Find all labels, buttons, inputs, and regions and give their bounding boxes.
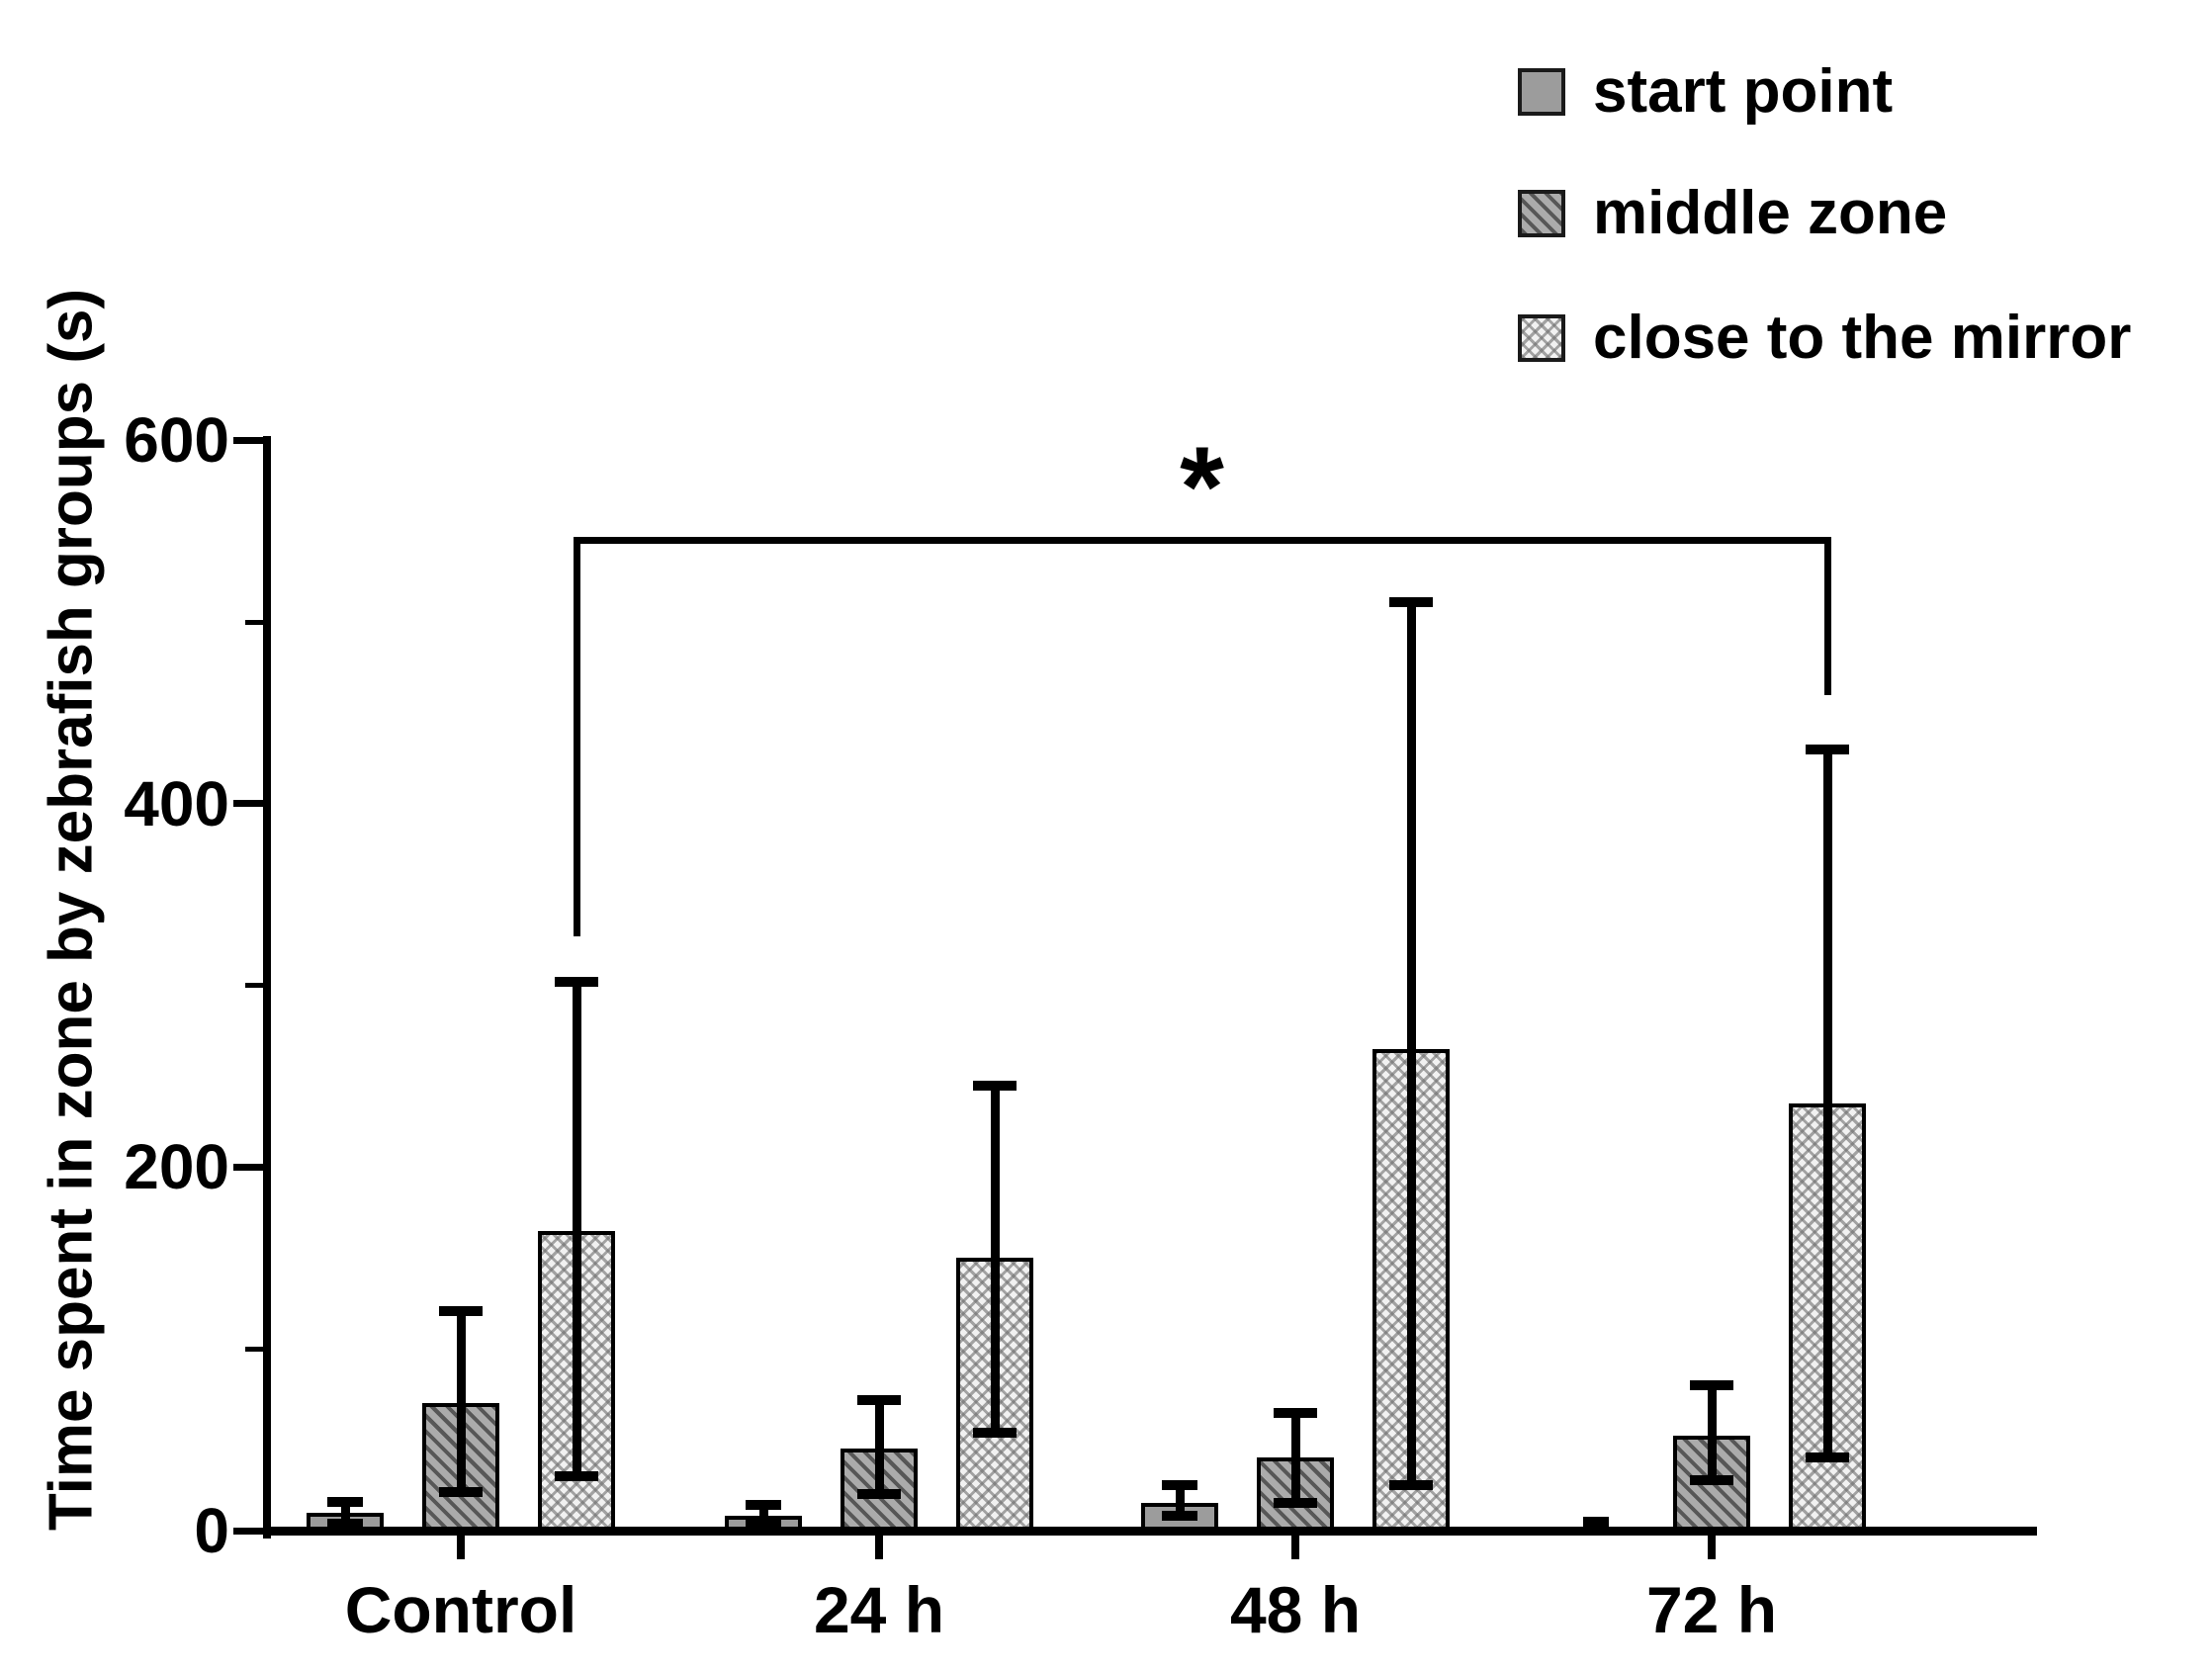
significance-bracket-left-drop <box>573 536 580 936</box>
y-major-tick <box>233 800 263 808</box>
legend-label: start point <box>1593 57 1894 126</box>
error-bar-cap-bottom <box>1389 1480 1433 1491</box>
error-bar <box>1406 601 1416 1486</box>
legend-label: middle zone <box>1593 179 1948 247</box>
y-minor-tick <box>245 983 263 989</box>
legend-item: start point <box>1518 57 1894 126</box>
error-bar <box>874 1399 884 1495</box>
error-bar-cap-top <box>973 1080 1017 1091</box>
y-tick-label: 400 <box>124 767 229 839</box>
legend-item: close to the mirror <box>1518 304 2132 372</box>
error-bar-cap-bottom <box>555 1470 598 1481</box>
legend-swatch-crosshatch-icon <box>1518 314 1565 362</box>
y-major-tick <box>233 1163 263 1171</box>
x-category-label: 48 h <box>1229 1573 1362 1646</box>
significance-bracket-right-drop <box>1823 536 1831 695</box>
error-bar <box>340 1501 350 1524</box>
error-bar <box>1707 1384 1717 1480</box>
x-tick <box>1708 1536 1716 1559</box>
error-bar-cap-top <box>439 1305 483 1316</box>
error-bar-cap-top <box>1389 596 1433 607</box>
error-bar <box>758 1505 768 1526</box>
legend-swatch-diagonal-hatch-icon <box>1518 190 1565 237</box>
y-major-tick <box>233 1527 263 1535</box>
x-axis-line <box>263 1527 2037 1536</box>
error-bar-cap-bottom <box>439 1487 483 1498</box>
y-tick-label: 600 <box>124 404 229 477</box>
error-bar-cap-top <box>555 976 598 987</box>
error-bar <box>572 981 581 1476</box>
error-bar-cap-top <box>327 1496 363 1507</box>
error-bar-cap-top <box>1690 1379 1733 1390</box>
error-bar-cap-bottom <box>327 1518 363 1529</box>
error-bar-cap-top <box>1806 744 1849 754</box>
y-minor-tick <box>245 619 263 625</box>
error-bar-cap-bottom <box>1690 1474 1733 1485</box>
y-major-tick <box>233 436 263 444</box>
legend-label: close to the mirror <box>1593 304 2132 372</box>
error-bar <box>1290 1412 1300 1504</box>
error-bar-cap-top <box>1162 1480 1197 1491</box>
significance-bracket-bar <box>573 536 1831 544</box>
error-bar <box>1822 748 1832 1458</box>
error-bar-cap-bottom <box>1162 1511 1197 1522</box>
error-bar-cap-bottom <box>973 1427 1017 1438</box>
error-bar-cap-bottom <box>857 1489 901 1500</box>
y-axis-line <box>263 436 271 1539</box>
error-bar-cap-top <box>746 1500 781 1511</box>
y-tick-label: 0 <box>194 1495 229 1566</box>
x-category-label: 24 h <box>813 1573 945 1646</box>
y-tick-label: 200 <box>124 1131 229 1203</box>
x-tick <box>457 1536 465 1559</box>
error-bar <box>990 1085 1000 1433</box>
x-category-label: 72 h <box>1645 1573 1778 1646</box>
error-bar-cap-top <box>1274 1407 1317 1418</box>
error-bar <box>456 1310 466 1493</box>
x-tick <box>1291 1536 1299 1559</box>
x-category-label: Control <box>344 1573 577 1646</box>
error-bar-cap-bottom <box>746 1520 781 1531</box>
x-tick <box>875 1536 883 1559</box>
significance-asterisk: * <box>1180 424 1224 552</box>
error-bar-cap-bottom <box>1274 1498 1317 1509</box>
legend-swatch-solid-icon <box>1518 68 1565 116</box>
error-bar-cap-top <box>857 1394 901 1405</box>
error-bar-cap-bottom <box>1806 1452 1849 1463</box>
legend-item: middle zone <box>1518 179 1948 247</box>
bar <box>1583 1517 1609 1527</box>
y-minor-tick <box>245 1346 263 1352</box>
error-bar <box>1175 1485 1185 1517</box>
